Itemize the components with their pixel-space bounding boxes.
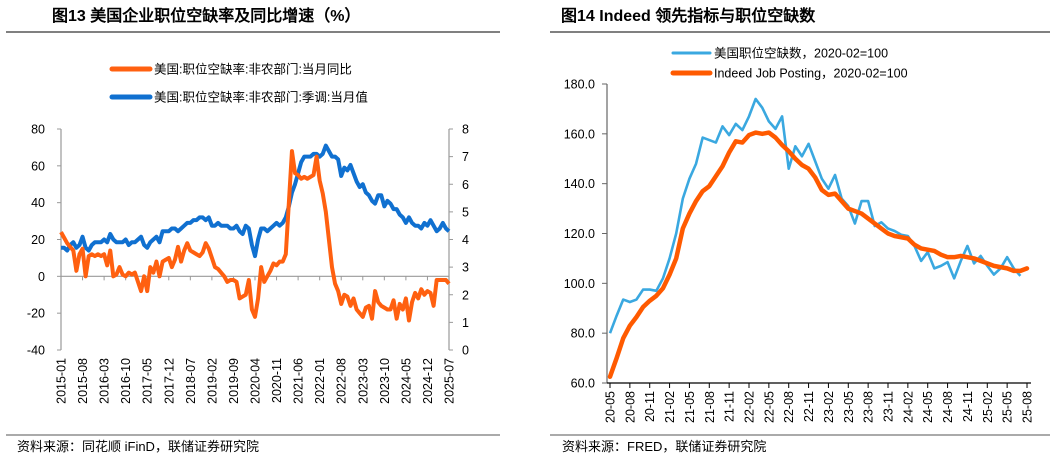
legend-label-yoy: 美国:职位空缺率:非农部门:当月同比 [154,62,352,77]
y-tick-label: 100.0 [564,277,595,291]
right-legend: 美国职位空缺数，2020-02=100 Indeed Job Posting，2… [670,46,908,81]
x-tick-label: 23-02 [822,391,836,423]
right-y-tick-label: 3 [462,261,469,275]
y-tick-label: 180.0 [564,78,595,92]
x-tick-label: 23-05 [842,391,856,423]
right-y-tick-label: 0 [462,344,469,358]
x-tick-label: 24-08 [941,391,955,423]
legend-label-openings: 美国职位空缺数，2020-02=100 [714,46,888,61]
x-tick-label: 2019-02 [205,358,219,404]
x-tick-label: 2020-04 [249,358,263,404]
x-tick-label: 2017-12 [162,358,176,404]
x-tick-label: 2023-03 [356,358,370,404]
y-tick-label: 160.0 [564,127,595,141]
right-chart-title: 图14 Indeed 领先指标与职位空缺数 [561,6,816,25]
right-y-tick-label: 1 [462,316,469,330]
right-y-tick-label: 7 [462,150,469,164]
x-tick-label: 20-08 [623,391,637,423]
x-tick-label: 2024-05 [399,358,413,404]
left-legend: 美国:职位空缺率:非农部门:当月同比 美国:职位空缺率:非农部门:季调:当月值 [109,62,368,105]
x-tick-label: 25-08 [1021,391,1035,423]
left-y-tick-label: 0 [38,270,45,284]
series-line-job-openings [608,97,1022,334]
x-tick-label: 24-05 [921,391,935,423]
left-source-note: 资料来源：同花顺 iFinD，联储证券研究院 [17,439,259,454]
x-tick-label: 22-08 [782,391,796,423]
legend-label-rate: 美国:职位空缺率:非农部门:季调:当月值 [154,90,368,105]
x-tick-label: 2018-07 [184,358,198,404]
right-y-tick-label: 5 [462,205,469,219]
right-plot-area: 180.0 160.0 140.0 120.0 100.0 80.0 60.0 20-05 20… [564,78,1035,423]
x-tick-label: 2020-11 [270,358,284,403]
x-tick-label: 2024-12 [421,358,435,404]
left-chart-panel: 图13 美国企业职位空缺率及同比增速（%） 美国:职位空缺率:非农部门:当月同比… [6,6,500,454]
x-tick-label: 25-02 [981,391,995,423]
left-chart-title: 图13 美国企业职位空缺率及同比增速（%） [52,6,360,25]
x-tick-label: 24-11 [961,391,975,422]
x-tick-label: 2016-10 [119,358,133,404]
x-tick-label: 22-02 [743,391,757,423]
right-y-tick-label: 6 [462,178,469,192]
x-tick-label: 2015-01 [55,358,69,404]
x-tick-label: 2022-08 [335,358,349,404]
x-tick-label: 21-05 [683,391,697,423]
x-tick-label: 21-11 [723,391,737,422]
x-tick-label: 2025-07 [443,358,457,404]
x-tick-label: 2022-01 [313,358,327,404]
x-tick-label: 2019-09 [227,358,241,404]
y-tick-label: 120.0 [564,227,595,241]
x-tick-label: 2017-05 [141,358,155,404]
series-line-indeed-postings [607,130,1030,380]
left-plot-area: 80 60 40 20 0 -20 -40 8 7 6 5 4 3 2 1 0 2015-01 2015-08 20… [27,123,469,404]
left-y-tick-label: 20 [31,233,45,247]
series-line-vacancy-yoy [59,149,451,323]
x-tick-label: 21-02 [663,391,677,423]
x-tick-label: 22-05 [762,391,776,423]
y-tick-label: 140.0 [564,177,595,191]
x-tick-label: 25-05 [1001,391,1015,423]
x-tick-label: 2016-03 [98,358,112,404]
left-y-tick-label: -40 [27,344,45,358]
right-y-tick-label: 4 [462,233,469,247]
x-tick-label: 20-05 [604,391,618,423]
left-y-tick-label: 40 [31,196,45,210]
right-y-tick-label: 8 [462,123,469,137]
x-tick-label: 20-11 [643,391,657,422]
series-line-vacancy-rate [61,143,451,259]
x-tick-label: 2015-08 [76,358,90,404]
right-y-tick-label: 2 [462,288,469,302]
right-source-note: 资料来源：FRED，联储证券研究院 [562,439,766,454]
x-tick-label: 24-02 [901,391,915,423]
x-tick-label: 2021-06 [292,358,306,404]
x-tick-label: 23-11 [882,391,896,422]
x-tick-label: 23-08 [862,391,876,423]
left-y-tick-label: -20 [27,307,45,321]
x-tick-label: 21-08 [703,391,717,423]
left-y-tick-label: 80 [31,123,45,137]
y-tick-label: 60.0 [571,377,595,391]
left-y-tick-label: 60 [31,159,45,173]
x-tick-label: 2023-10 [378,358,392,404]
x-tick-label: 22-11 [802,391,816,422]
y-tick-label: 80.0 [571,327,595,341]
legend-label-indeed: Indeed Job Posting，2020-02=100 [714,67,908,81]
right-chart-panel: 图14 Indeed 领先指标与职位空缺数 美国职位空缺数，2020-02=10… [550,6,1050,454]
